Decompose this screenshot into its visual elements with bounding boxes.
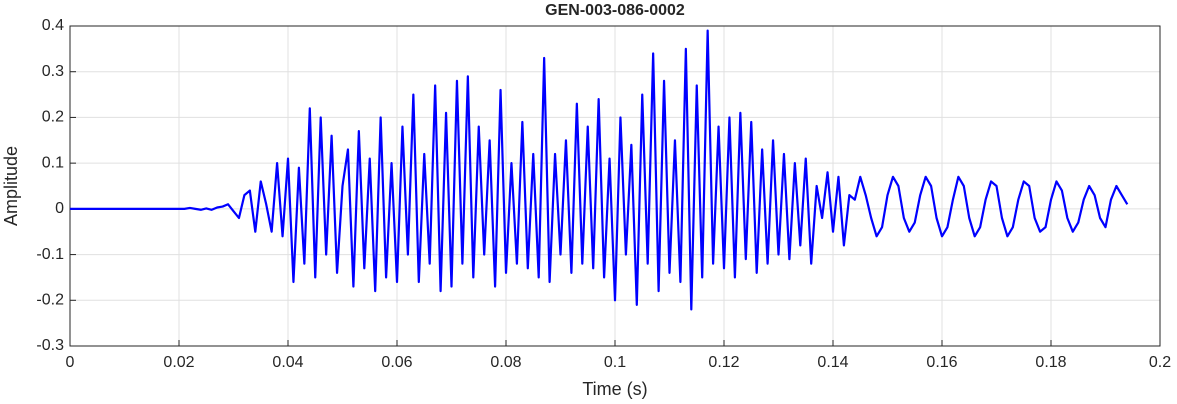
- y-tick-label: 0.2: [42, 109, 64, 126]
- y-axis-label: Amplitude: [1, 146, 21, 226]
- x-tick-label: 0.06: [381, 354, 412, 371]
- x-tick-label: 0.2: [1149, 354, 1171, 371]
- y-tick-label: -0.2: [36, 292, 64, 309]
- chart-title: GEN-003-086-0002: [545, 2, 685, 19]
- x-tick-label: 0: [66, 354, 75, 371]
- x-tick-label: 0.14: [817, 354, 848, 371]
- y-tick-label: 0.4: [42, 17, 64, 34]
- y-tick-label: 0: [55, 200, 64, 217]
- x-tick-label: 0.08: [490, 354, 521, 371]
- waveform-line: [70, 29, 1129, 311]
- x-axis-label: Time (s): [582, 379, 647, 399]
- x-tick-label: 0.12: [708, 354, 739, 371]
- y-tick-label: 0.3: [42, 63, 64, 80]
- x-tick-label: 0.1: [604, 354, 626, 371]
- x-tick-label: 0.02: [163, 354, 194, 371]
- y-tick-label: -0.1: [36, 246, 64, 263]
- x-tick-label: 0.04: [272, 354, 303, 371]
- plot-frame: [69, 25, 1161, 347]
- y-tick-label: 0.1: [42, 154, 64, 171]
- y-tick-label: -0.3: [36, 337, 64, 354]
- x-tick-label: 0.18: [1035, 354, 1066, 371]
- x-tick-label: 0.16: [926, 354, 957, 371]
